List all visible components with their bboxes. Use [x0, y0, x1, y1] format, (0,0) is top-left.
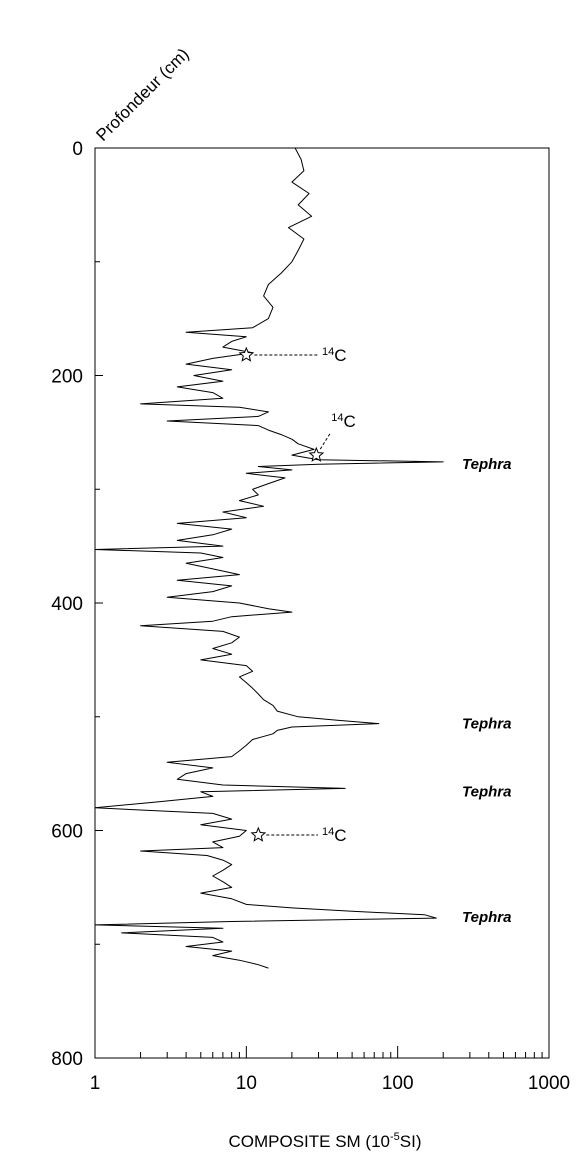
c14-star-icon	[308, 446, 325, 462]
x-tick-label: 100	[382, 1073, 414, 1094]
y-axis: 0 200 400 600 800	[51, 139, 103, 1070]
y-tick-label: 800	[51, 1049, 83, 1070]
x-axis-title-exponent: -5	[390, 1131, 400, 1143]
y-tick-label: 0	[72, 139, 83, 160]
x-tick-label: 10	[236, 1073, 257, 1094]
c14-label-main: C	[344, 412, 356, 431]
x-axis-title-unit: SI)	[400, 1132, 422, 1151]
tephra-label: Tephra	[462, 784, 511, 801]
tephra-label: Tephra	[462, 456, 511, 473]
tephra-annotations: Tephra Tephra Tephra Tephra	[462, 456, 511, 926]
c14-label: 14C	[331, 412, 356, 431]
x-tick-label: 1000	[528, 1073, 570, 1094]
c14-label: 14C	[322, 346, 347, 365]
x-tick-label: 1	[90, 1073, 101, 1094]
y-tick-label: 600	[51, 822, 83, 843]
c14-label-main: C	[334, 826, 346, 845]
x-axis: 1 10 100 1000	[90, 1046, 570, 1094]
tephra-label: Tephra	[462, 715, 511, 732]
x-axis-title: COMPOSITE SM (10-5SI)	[228, 1131, 421, 1151]
y-axis-title: Profondeur (cm)	[92, 45, 192, 145]
x-axis-title-main: COMPOSITE SM (10	[228, 1132, 390, 1151]
y-tick-label: 200	[51, 367, 83, 388]
series-layer	[94, 147, 444, 969]
c14-label-main: C	[334, 346, 346, 365]
c14-star-icon	[250, 826, 267, 842]
c14-label-superscript: 14	[322, 346, 334, 358]
y-tick-label: 400	[51, 594, 83, 615]
c14-label-superscript: 14	[331, 412, 343, 424]
tephra-label: Tephra	[462, 909, 511, 926]
c14-star-icon	[238, 346, 255, 362]
sm-series-line	[94, 147, 444, 969]
c14-leader	[319, 432, 331, 450]
c14-label: 14C	[322, 826, 347, 845]
c14-label-superscript: 14	[322, 826, 334, 838]
